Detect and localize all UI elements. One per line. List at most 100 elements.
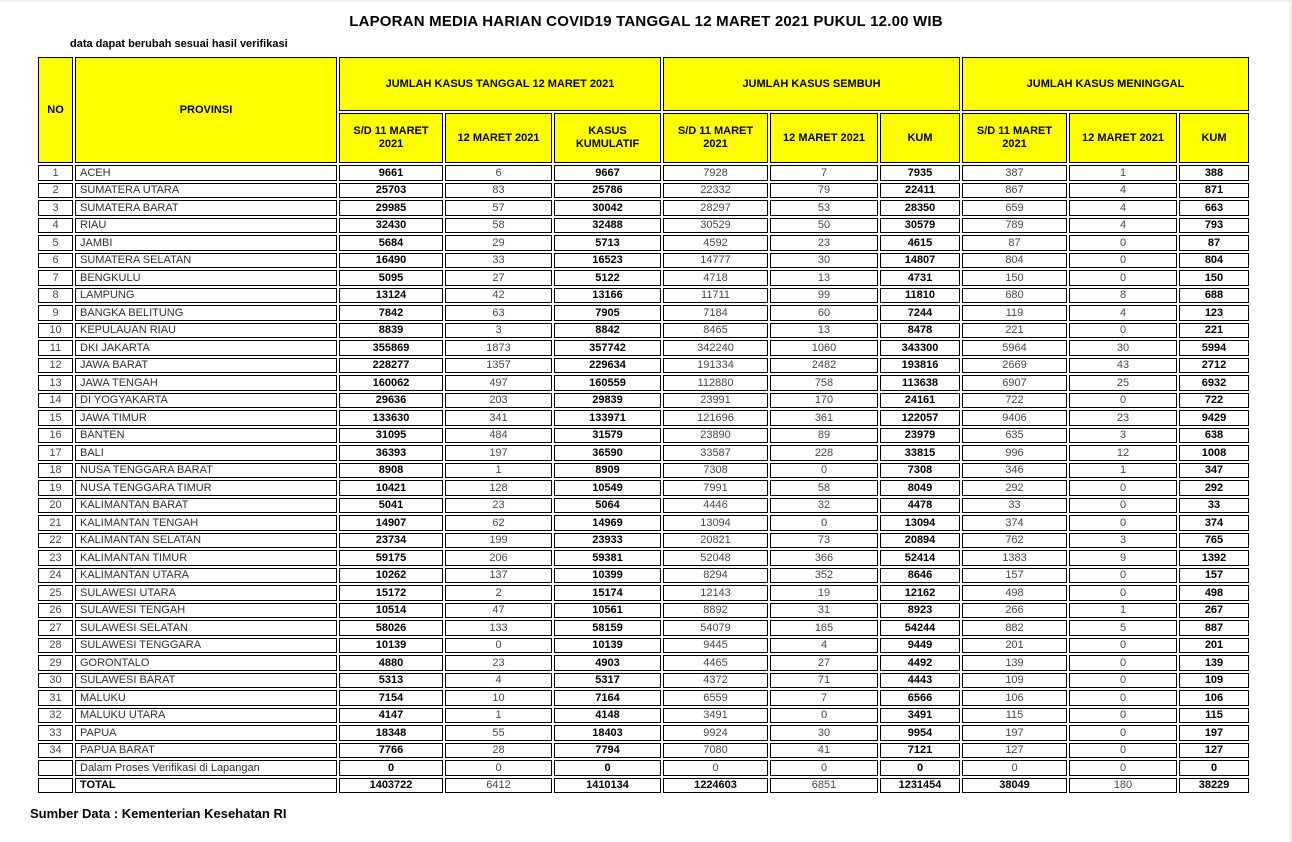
- cell-kasus-baru: 206: [445, 550, 552, 566]
- cell-sembuh-baru: 7: [770, 690, 878, 706]
- cell-sembuh-baru: 0: [770, 515, 878, 531]
- table-row: 32 MALUKU UTARA 4147 1 4148 3491 0 3491 115 0 115: [38, 707, 1249, 723]
- cell-kasus-sd: 5041: [339, 497, 443, 513]
- table-row: 25 SULAWESI UTARA 15172 2 15174 12143 19 12162 4…: [38, 585, 1249, 601]
- cell-sembuh-kum: 7935: [880, 165, 960, 181]
- cell-no: 21: [38, 515, 73, 531]
- cell-no: 5: [38, 235, 73, 251]
- cell-sembuh-kum: 4492: [880, 655, 960, 671]
- cell-no: [38, 760, 73, 776]
- cell-sembuh-kum: 4443: [880, 672, 960, 688]
- cell-kasus-kumulatif: 8909: [554, 462, 661, 478]
- cell-sembuh-sd: 8892: [663, 602, 768, 618]
- table-row: 14 DI YOGYAKARTA 29636 203 29839 23991 170 2416…: [38, 392, 1249, 408]
- cell-no: 20: [38, 497, 73, 513]
- table-row: 31 MALUKU 7154 10 7164 6559 7 6566 106 0 106: [38, 690, 1249, 706]
- cell-meninggal-baru: 0: [1069, 655, 1177, 671]
- cell-kasus-kumulatif: 133971: [554, 410, 661, 426]
- cell-sembuh-baru: 58: [770, 480, 878, 496]
- cell-meninggal-baru: 0: [1069, 235, 1177, 251]
- table-row: 29 GORONTALO 4880 23 4903 4465 27 4492 139 0 139: [38, 655, 1249, 671]
- cell-provinsi: ACEH: [75, 165, 337, 181]
- cell-sembuh-kum: 122057: [880, 410, 960, 426]
- cell-kasus-sd: 10421: [339, 480, 443, 496]
- cell-sembuh-baru: 30: [770, 725, 878, 741]
- cell-no: 22: [38, 532, 73, 548]
- table-row: 16 BANTEN 31095 484 31579 23890 89 23979 635 3 638: [38, 427, 1249, 443]
- cell-provinsi: JAWA BARAT: [75, 357, 337, 373]
- table-row: 24 KALIMANTAN UTARA 10262 137 10399 8294 352 86…: [38, 567, 1249, 583]
- cell-provinsi: RIAU: [75, 217, 337, 233]
- cell-meninggal-baru: 0: [1069, 497, 1177, 513]
- cell-meninggal-kum: 804: [1179, 252, 1249, 268]
- cell-sembuh-baru: 6851: [770, 777, 878, 793]
- header-group-row: NO PROVINSI JUMLAH KASUS TANGGAL 12 MARE…: [38, 57, 1249, 163]
- table-row: 20 KALIMANTAN BARAT 5041 23 5064 4446 32 4478 33…: [38, 497, 1249, 513]
- cell-no: 23: [38, 550, 73, 566]
- cell-meninggal-sd: 722: [962, 392, 1067, 408]
- cell-meninggal-kum: 87: [1179, 235, 1249, 251]
- cell-sembuh-baru: 228: [770, 445, 878, 461]
- cell-sembuh-baru: 13: [770, 322, 878, 338]
- cell-meninggal-kum: 638: [1179, 427, 1249, 443]
- cell-kasus-baru: 83: [445, 182, 552, 198]
- cell-kasus-sd: 15172: [339, 585, 443, 601]
- table-row: 8 LAMPUNG 13124 42 13166 11711 99 11810 680 8 688: [38, 287, 1249, 303]
- col-header-sembuh-sd: S/D 11 MARET 2021: [663, 113, 768, 163]
- cell-provinsi: LAMPUNG: [75, 287, 337, 303]
- cell-sembuh-kum: 7308: [880, 462, 960, 478]
- cell-provinsi: TOTAL: [75, 777, 337, 793]
- cell-kasus-sd: 16490: [339, 252, 443, 268]
- cell-kasus-kumulatif: 5713: [554, 235, 661, 251]
- cell-sembuh-sd: 11711: [663, 287, 768, 303]
- table-row: 17 BALI 36393 197 36590 33587 228 33815 996 12 100…: [38, 445, 1249, 461]
- cell-no: 7: [38, 270, 73, 286]
- cell-sembuh-sd: 54079: [663, 620, 768, 636]
- cell-kasus-baru: 1: [445, 462, 552, 478]
- cell-sembuh-kum: 30579: [880, 217, 960, 233]
- cell-kasus-baru: 1873: [445, 340, 552, 356]
- cell-meninggal-baru: 23: [1069, 410, 1177, 426]
- cell-sembuh-baru: 366: [770, 550, 878, 566]
- group-header-kasus: JUMLAH KASUS TANGGAL 12 MARET 2021: [339, 57, 661, 111]
- cell-kasus-baru: 2: [445, 585, 552, 601]
- cell-sembuh-kum: 3491: [880, 707, 960, 723]
- cell-meninggal-sd: 38049: [962, 777, 1067, 793]
- cell-meninggal-kum: 123: [1179, 305, 1249, 321]
- cell-sembuh-sd: 14777: [663, 252, 768, 268]
- cell-kasus-baru: 137: [445, 567, 552, 583]
- cell-sembuh-kum: 1231454: [880, 777, 960, 793]
- cell-meninggal-kum: 722: [1179, 392, 1249, 408]
- table-row: 21 KALIMANTAN TENGAH 14907 62 14969 13094 0 130…: [38, 515, 1249, 531]
- cell-no: 2: [38, 182, 73, 198]
- cell-meninggal-baru: 0: [1069, 392, 1177, 408]
- cell-kasus-baru: 197: [445, 445, 552, 461]
- cell-meninggal-sd: 106: [962, 690, 1067, 706]
- cell-kasus-sd: 228277: [339, 357, 443, 373]
- cell-sembuh-kum: 0: [880, 760, 960, 776]
- verification-note: data dapat berubah sesuai hasil verifika…: [70, 38, 288, 50]
- cell-meninggal-sd: 387: [962, 165, 1067, 181]
- cell-kasus-baru: 58: [445, 217, 552, 233]
- cell-sembuh-sd: 4372: [663, 672, 768, 688]
- cell-kasus-baru: 23: [445, 655, 552, 671]
- cell-sembuh-kum: 12162: [880, 585, 960, 601]
- cell-sembuh-sd: 22332: [663, 182, 768, 198]
- cell-provinsi: MALUKU: [75, 690, 337, 706]
- cell-kasus-sd: 31095: [339, 427, 443, 443]
- cell-meninggal-sd: 659: [962, 200, 1067, 216]
- cell-kasus-sd: 7766: [339, 742, 443, 758]
- cell-sembuh-sd: 4465: [663, 655, 768, 671]
- cell-provinsi: SULAWESI TENGGARA: [75, 637, 337, 653]
- cell-sembuh-kum: 11810: [880, 287, 960, 303]
- cell-sembuh-baru: 31: [770, 602, 878, 618]
- cell-sembuh-baru: 165: [770, 620, 878, 636]
- cell-kasus-kumulatif: 5122: [554, 270, 661, 286]
- cell-kasus-kumulatif: 160559: [554, 375, 661, 391]
- col-header-meninggal-baru: 12 MARET 2021: [1069, 113, 1177, 163]
- cell-provinsi: NUSA TENGGARA TIMUR: [75, 480, 337, 496]
- cell-sembuh-sd: 3491: [663, 707, 768, 723]
- cell-provinsi: BALI: [75, 445, 337, 461]
- cell-kasus-kumulatif: 13166: [554, 287, 661, 303]
- cell-sembuh-baru: 30: [770, 252, 878, 268]
